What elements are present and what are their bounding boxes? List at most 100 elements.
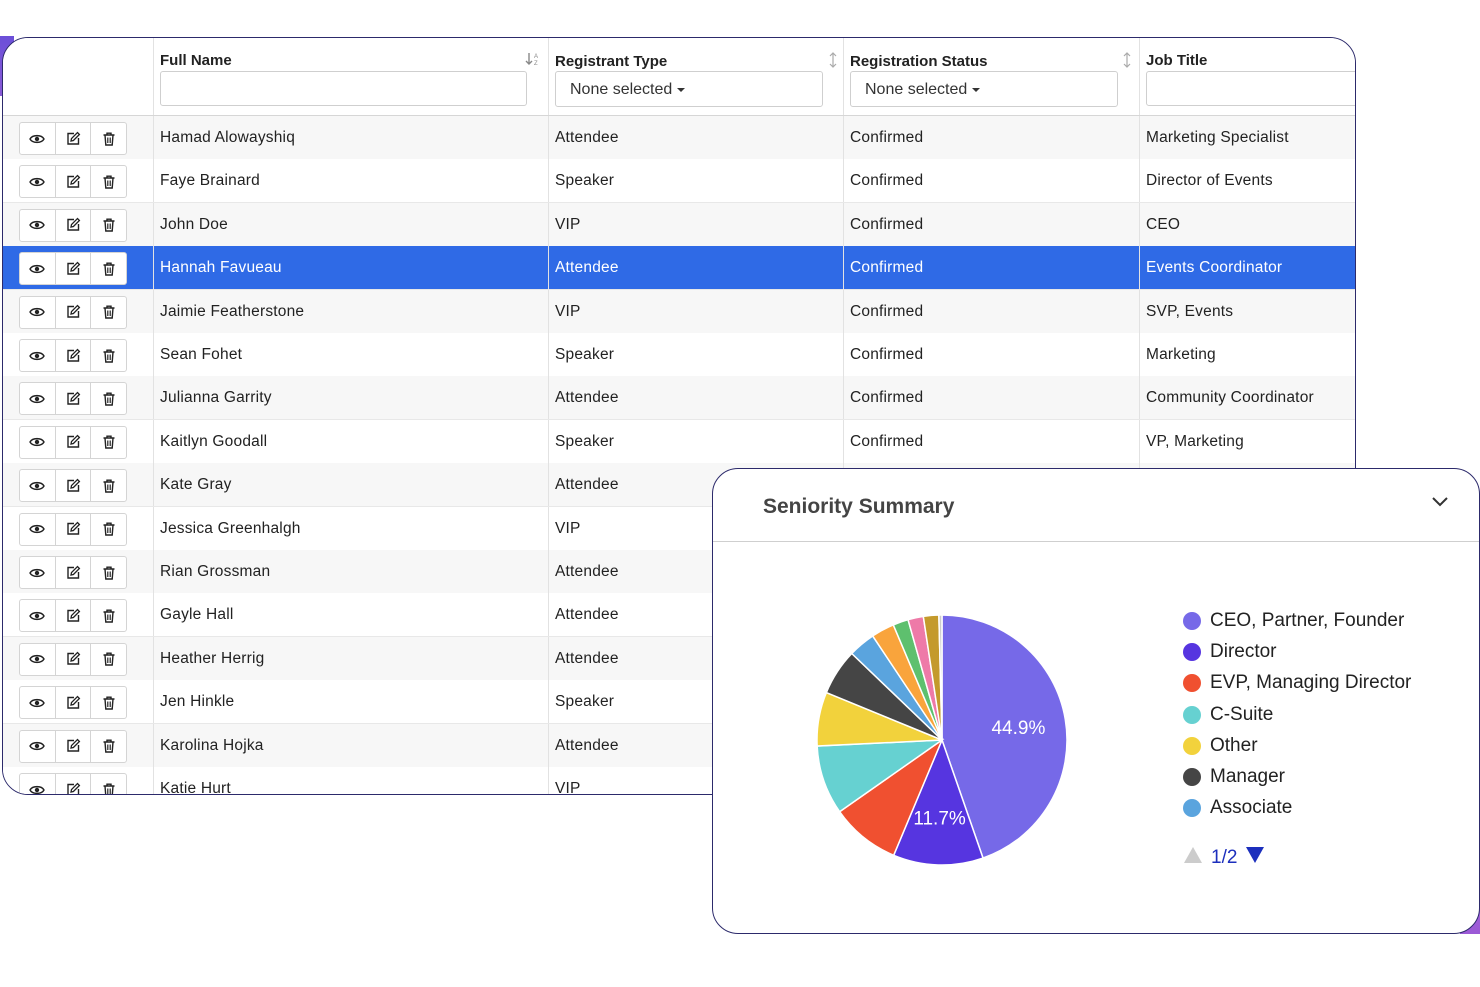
- edit-button[interactable]: [54, 123, 91, 154]
- delete-button[interactable]: [90, 253, 126, 285]
- edit-button[interactable]: [54, 340, 91, 371]
- view-button[interactable]: [20, 687, 55, 718]
- cell-job-title: Marketing Specialist: [1139, 116, 1355, 159]
- legend-item[interactable]: Director: [1183, 640, 1277, 664]
- delete-button[interactable]: [90, 643, 126, 675]
- edit-button[interactable]: [54, 730, 91, 762]
- cell-full-name: Karolina Hojka: [153, 723, 548, 767]
- delete-button[interactable]: [90, 166, 126, 198]
- edit-button[interactable]: [54, 209, 91, 241]
- view-button[interactable]: [20, 210, 55, 241]
- view-button[interactable]: [20, 340, 55, 371]
- triangle-down-icon[interactable]: [1245, 846, 1265, 869]
- trash-icon: [101, 478, 117, 494]
- delete-button[interactable]: [90, 383, 126, 415]
- view-button[interactable]: [20, 427, 55, 458]
- edit-button[interactable]: [54, 557, 91, 588]
- delete-button[interactable]: [90, 426, 126, 458]
- table-row[interactable]: Julianna Garrity Attendee Confirmed Communi…: [3, 376, 1355, 421]
- registration-status-dropdown[interactable]: None selected: [850, 71, 1118, 107]
- delete-button[interactable]: [90, 470, 126, 502]
- pie-data-label: 11.7%: [913, 808, 966, 829]
- legend-swatch: [1183, 674, 1201, 693]
- legend-item[interactable]: EVP, Managing Director: [1183, 671, 1411, 695]
- cell-job-title: Marketing: [1139, 333, 1355, 376]
- view-button[interactable]: [20, 514, 55, 545]
- trash-icon: [101, 348, 117, 364]
- view-button[interactable]: [20, 557, 55, 588]
- row-actions: [19, 252, 127, 286]
- eye-icon: [29, 348, 46, 364]
- legend-swatch: [1183, 612, 1201, 630]
- sort-icon[interactable]: [828, 52, 838, 71]
- delete-button[interactable]: [90, 774, 126, 794]
- view-button[interactable]: [20, 383, 55, 414]
- delete-button[interactable]: [90, 600, 126, 632]
- view-button[interactable]: [20, 253, 55, 284]
- seniority-summary-card: Seniority Summary 44.9% 11.7% CEO, Partne…: [712, 468, 1480, 934]
- view-button[interactable]: [20, 297, 55, 328]
- edit-button[interactable]: [54, 166, 91, 198]
- eye-icon: [29, 521, 46, 537]
- registrant-type-dropdown[interactable]: None selected: [555, 71, 823, 107]
- delete-button[interactable]: [90, 296, 126, 328]
- edit-button[interactable]: [54, 296, 91, 328]
- delete-button[interactable]: [90, 123, 126, 154]
- legend-item[interactable]: CEO, Partner, Founder: [1183, 609, 1404, 633]
- legend-item[interactable]: Associate: [1183, 796, 1292, 820]
- triangle-up-icon[interactable]: [1183, 846, 1203, 869]
- view-button[interactable]: [20, 731, 55, 762]
- edit-button[interactable]: [54, 253, 91, 285]
- legend-item[interactable]: Manager: [1183, 765, 1285, 789]
- trash-icon: [101, 217, 117, 233]
- edit-button[interactable]: [54, 643, 91, 675]
- edit-button[interactable]: [54, 774, 91, 794]
- eye-icon: [29, 738, 46, 754]
- edit-button[interactable]: [54, 687, 91, 719]
- view-button[interactable]: [20, 123, 55, 154]
- delete-button[interactable]: [90, 687, 126, 719]
- column-registrant-type: Registrant Type None selected: [548, 38, 844, 115]
- full-name-filter-input[interactable]: [160, 71, 527, 106]
- sort-icon[interactable]: [1122, 52, 1132, 71]
- legend-item[interactable]: C-Suite: [1183, 703, 1273, 727]
- registration-status-dropdown-value: None selected: [865, 81, 968, 98]
- view-button[interactable]: [20, 600, 55, 631]
- trash-icon: [101, 434, 117, 450]
- table-row[interactable]: Jaimie Featherstone VIP Confirmed SVP, Even…: [3, 289, 1355, 334]
- delete-button[interactable]: [90, 513, 126, 545]
- edit-button[interactable]: [54, 470, 91, 502]
- view-button[interactable]: [20, 166, 55, 197]
- edit-button[interactable]: [54, 600, 91, 632]
- delete-button[interactable]: [90, 557, 126, 588]
- table-row[interactable]: Kaitlyn Goodall Speaker Confirmed VP, Marke…: [3, 419, 1355, 464]
- edit-button[interactable]: [54, 426, 91, 458]
- view-button[interactable]: [20, 644, 55, 675]
- cell-registration-status: Confirmed: [843, 289, 1139, 333]
- view-button[interactable]: [20, 470, 55, 501]
- cell-full-name: Katie Hurt: [153, 767, 548, 794]
- job-title-filter-input[interactable]: [1146, 71, 1355, 106]
- edit-button[interactable]: [54, 513, 91, 545]
- delete-button[interactable]: [90, 730, 126, 762]
- cell-registration-status: Confirmed: [843, 333, 1139, 376]
- pie-slice[interactable]: [938, 614, 943, 741]
- chevron-down-icon[interactable]: [1431, 495, 1449, 513]
- cell-job-title: VP, Marketing: [1139, 419, 1355, 463]
- table-row[interactable]: Hamad Alowayshiq Attendee Confirmed Marketi…: [3, 116, 1355, 160]
- view-button[interactable]: [20, 774, 55, 794]
- table-row[interactable]: Sean Fohet Speaker Confirmed Marketing: [3, 333, 1355, 377]
- pie-slice[interactable]: [892, 737, 984, 866]
- table-row[interactable]: John Doe VIP Confirmed CEO: [3, 202, 1355, 247]
- eye-icon: [29, 434, 46, 450]
- eye-icon: [29, 131, 46, 147]
- pie-slice[interactable]: [941, 614, 1068, 860]
- delete-button[interactable]: [90, 209, 126, 241]
- delete-button[interactable]: [90, 340, 126, 371]
- cell-full-name: Sean Fohet: [153, 333, 548, 376]
- table-row[interactable]: Hannah Favueau Attendee Confirmed Events Co…: [3, 246, 1355, 291]
- edit-button[interactable]: [54, 383, 91, 415]
- legend-item[interactable]: Other: [1183, 734, 1258, 758]
- table-row[interactable]: Faye Brainard Speaker Confirmed Director of…: [3, 159, 1355, 204]
